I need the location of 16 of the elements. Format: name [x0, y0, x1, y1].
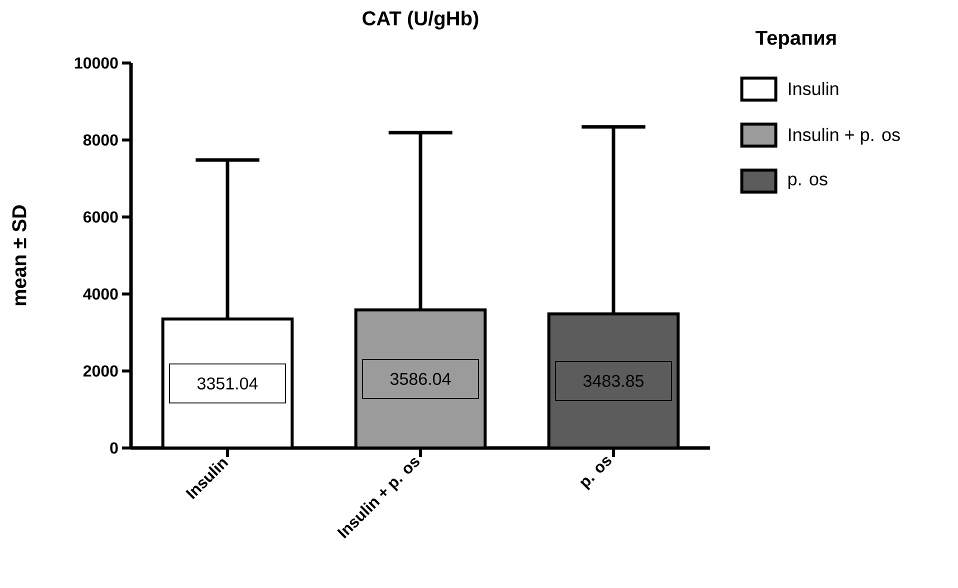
y-tick-label: 0: [110, 442, 118, 454]
legend-label: p. os: [788, 176, 828, 189]
x-tick-label: p. os: [580, 457, 612, 490]
y-tick-label: 8000: [83, 134, 118, 146]
y-tick-label: 10000: [74, 57, 118, 69]
data-label: 3586.04: [390, 372, 451, 385]
y-tick-label: 4000: [83, 288, 118, 300]
data-label: 3351.04: [197, 377, 258, 390]
legend-label: Insulin + p. os: [788, 128, 900, 145]
y-tick-label: 2000: [83, 365, 118, 377]
legend-label: Insulin: [788, 82, 838, 96]
data-label: 3483.85: [583, 374, 644, 387]
y-axis-title: mean ± SD: [12, 205, 26, 306]
y-tick-label: 6000: [83, 211, 118, 223]
legend-title: Терапия: [756, 30, 836, 49]
chart-title: CAT (U/gHb): [362, 10, 478, 30]
